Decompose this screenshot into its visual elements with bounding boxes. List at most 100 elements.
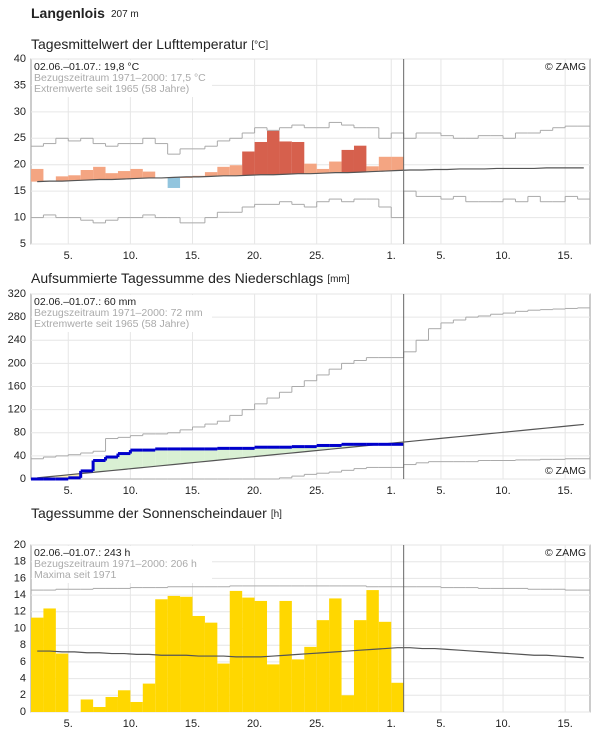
x-tick-label: 10. [495,485,510,497]
bar [130,168,143,179]
y-tick-label: 4 [20,673,26,685]
bar [291,659,305,712]
bar [254,141,268,175]
y-tick-label: 5 [20,238,26,250]
y-tick-label: 35 [14,79,26,91]
bar [180,596,193,712]
difference-area [155,448,168,466]
copyright: © ZAMG [545,465,586,477]
y-tick-label: 14 [14,589,26,601]
x-tick-label: 5. [436,718,445,729]
note: Bezugszeitraum 1971–2000: 72 mm [34,307,203,319]
difference-area [229,448,243,459]
bar [68,175,81,181]
bar [316,168,330,174]
difference-area [304,446,317,452]
y-tick-label: 15 [14,185,26,197]
bar [378,621,392,712]
x-tick-label: 10. [123,718,138,729]
x-tick-label: 1. [387,485,396,497]
elevation: 207 m [111,9,139,20]
y-tick-label: 10 [14,211,26,223]
reference-line [37,647,584,659]
difference-area [130,450,143,469]
x-tick-label: 15. [185,718,200,729]
note: 02.06.–01.07.: 60 mm [34,296,136,308]
difference-area [254,447,268,456]
x-tick-label: 10. [495,250,510,262]
bar [31,617,44,712]
y-tick-label: 40 [14,53,26,65]
y-tick-label: 0 [20,473,26,485]
bar [229,165,243,176]
difference-area [291,446,305,453]
bar [366,590,379,712]
y-tick-label: 80 [14,427,26,439]
x-tick-label: 15. [558,485,573,497]
difference-area [68,474,81,478]
title-text: Tagesmittelwert der Lufttemperatur [31,36,248,52]
bar [105,696,118,712]
difference-area [217,448,230,460]
bar [329,598,342,712]
bar [55,653,69,712]
bar [204,172,218,177]
difference-area [93,460,106,472]
difference-area [180,448,193,464]
x-tick-label: 5. [64,485,73,497]
copyright: © ZAMG [545,61,586,73]
y-tick-label: 6 [20,656,26,668]
bar [229,590,243,712]
x-tick-label: 5. [436,250,445,262]
y-tick-label: 12 [14,606,26,618]
x-tick-label: 20. [247,485,262,497]
bar [378,156,392,172]
bar [204,622,218,712]
bar [279,141,292,175]
x-tick-label: 10. [123,250,138,262]
x-tick-label: 20. [247,250,262,262]
bar [167,177,181,188]
bar [291,141,305,174]
title-unit: [mm] [327,274,349,285]
note: Maxima seit 1971 [34,569,116,581]
bar [117,690,131,712]
y-tick-label: 20 [14,159,26,171]
bar [217,166,230,176]
reference-line [37,167,584,183]
bar [105,173,118,180]
difference-area [55,475,69,479]
y-tick-label: 18 [14,556,26,568]
bar [55,176,69,182]
x-tick-label: 25. [309,485,324,497]
title-text: Aufsummierte Tagessumme des Niederschlag… [31,270,323,286]
y-tick-label: 2 [20,689,26,701]
difference-area [329,445,342,449]
title-unit: [h] [271,509,282,520]
chart-title: Aufsummierte Tagessumme des Niederschlag… [31,270,350,286]
difference-area [142,450,156,467]
difference-area [117,453,131,470]
bar [93,166,106,180]
note: Bezugszeitraum 1971–2000: 17,5 °C [34,72,206,84]
bar [167,595,181,712]
bar [341,149,354,173]
title-unit: [°C] [251,40,268,51]
bar [391,156,404,171]
y-tick-label: 16 [14,572,26,584]
x-tick-label: 10. [495,718,510,729]
bar [242,151,255,176]
bar [353,145,367,173]
x-tick-label: 15. [558,718,573,729]
bar [31,168,44,182]
difference-area [192,448,205,463]
y-tick-label: 200 [8,357,26,369]
y-tick-label: 10 [14,622,26,634]
bar [93,706,106,712]
difference-area [242,448,255,458]
note: 02.06.–01.07.: 243 h [34,547,130,559]
y-tick-label: 30 [14,106,26,118]
y-tick-label: 40 [14,450,26,462]
